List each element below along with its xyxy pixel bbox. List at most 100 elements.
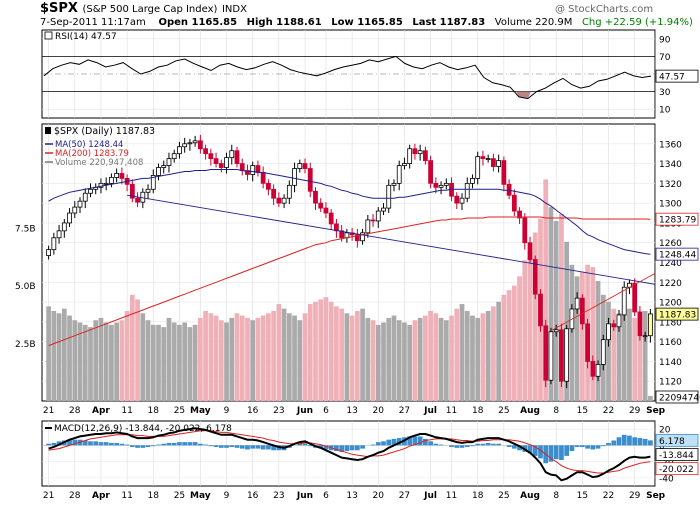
- volume-bar: [135, 299, 140, 401]
- candle-body: [98, 182, 104, 188]
- volume-tick-label: 7.5B: [15, 224, 36, 234]
- macd-histogram-bar: [302, 443, 308, 446]
- volume-bar: [627, 308, 632, 401]
- macd-x-tick-label: 28: [69, 491, 81, 501]
- price-x-tick-label: 9: [224, 406, 230, 416]
- volume-bar: [459, 304, 465, 401]
- macd-histogram-bar: [349, 445, 355, 451]
- macd-histogram-bar: [255, 445, 261, 449]
- price-x-tick-label: Jun: [296, 406, 313, 416]
- volume-bar: [428, 310, 433, 401]
- macd-x-tick-label: 29: [629, 491, 641, 501]
- price-legend-item: MA(50) 1248.44: [55, 140, 123, 150]
- rsi-current-tag-box: [655, 69, 699, 83]
- rsi-tick-label: 10: [659, 106, 671, 116]
- candle-body: [156, 167, 161, 176]
- price-x-tick-label: 6: [323, 406, 329, 416]
- macd-histogram-bar: [203, 444, 208, 446]
- macd-histogram-bar: [590, 445, 596, 450]
- macd-histogram-bar: [459, 445, 465, 448]
- candle-body: [491, 158, 496, 167]
- volume-bar: [606, 301, 611, 401]
- macd-histogram-bar: [129, 445, 135, 447]
- volume-bar: [532, 232, 538, 401]
- candle-body: [381, 207, 386, 212]
- quote-low: Low 1165.85: [331, 17, 403, 28]
- macd-histogram-bar: [375, 442, 381, 446]
- macd-x-tick-label: 20: [373, 491, 385, 501]
- quote-line: 7-Sep-2011 11:17am Open 1165.85 High 118…: [40, 17, 693, 28]
- candle-body: [428, 160, 433, 184]
- price-x-tick-label: 8: [553, 406, 559, 416]
- price-x-tick-label: 23: [273, 406, 284, 416]
- candle-body: [229, 150, 235, 159]
- macd-histogram-bar: [595, 445, 601, 449]
- volume-bar: [407, 324, 413, 401]
- macd-histogram-bar: [93, 441, 99, 446]
- volume-bar: [595, 280, 601, 401]
- volume-bar: [171, 322, 177, 401]
- macd-histogram-bar: [386, 439, 392, 446]
- candle-body: [177, 146, 182, 155]
- candle-body: [150, 175, 156, 190]
- macd-histogram-bar: [150, 445, 156, 447]
- candle-body: [443, 182, 449, 186]
- volume-bar: [281, 308, 287, 401]
- macd-histogram-bar: [46, 443, 51, 446]
- macd-x-tick-label: 6: [323, 491, 329, 501]
- macd-histogram-bar: [218, 445, 224, 448]
- macd-tick-label: -40: [659, 474, 674, 484]
- ma200-tag: 1283.79: [659, 216, 696, 226]
- macd-histogram-bar: [574, 445, 580, 447]
- price-tick-label: 1300: [659, 200, 682, 210]
- candle-body: [281, 197, 287, 204]
- volume-bar: [72, 320, 78, 401]
- volume-bar: [250, 320, 256, 401]
- candle-body: [51, 237, 57, 251]
- candle-body: [559, 329, 564, 382]
- price-legend-candle: [45, 127, 51, 134]
- volume-bar: [61, 308, 67, 401]
- quote-high: High 1188.61: [246, 17, 322, 28]
- macd-histogram-bar: [417, 436, 423, 446]
- candle-body: [271, 188, 277, 199]
- volume-bar: [271, 310, 276, 401]
- macd-histogram-bar: [145, 445, 151, 447]
- macd-histogram-bar: [213, 445, 219, 447]
- ma50-line: [48, 169, 651, 255]
- macd-x-tick-label: 16: [247, 491, 259, 501]
- candle-body: [182, 143, 188, 148]
- macd-histogram-bar: [307, 445, 313, 447]
- candle-body: [407, 148, 413, 164]
- volume-bar: [67, 315, 72, 401]
- candle-body: [46, 249, 52, 256]
- candle-body: [67, 212, 72, 224]
- macd-histogram-bar: [423, 438, 428, 446]
- price-x-tick-label: 11: [121, 406, 132, 416]
- macd-x-tick-label: 8: [553, 491, 559, 501]
- quote-volume: Volume 220.9M: [494, 17, 573, 28]
- price-x-tick-label: 13: [346, 406, 357, 416]
- volume-bar: [150, 324, 156, 401]
- macd-histogram-bar: [569, 445, 575, 452]
- macd-x-tick-label: Apr: [92, 491, 110, 501]
- volume-bar: [621, 306, 627, 401]
- candle-body: [517, 210, 522, 219]
- macd-hist-tag-box: [655, 433, 699, 447]
- volume-current-tag: 220947408: [659, 394, 700, 404]
- macd-histogram-bar: [334, 445, 339, 452]
- macd-x-tick-label: 11: [121, 491, 132, 501]
- volume-bar: [349, 315, 355, 401]
- volume-bar: [307, 304, 313, 401]
- macd-histogram-bar: [616, 437, 622, 446]
- price-x-tick-label: Jul: [423, 406, 437, 416]
- candle-body: [82, 192, 88, 202]
- candle-body: [260, 172, 266, 184]
- candle-body: [224, 157, 229, 168]
- candle-body: [302, 163, 308, 169]
- candle-body: [454, 195, 460, 204]
- macd-histogram-bar: [229, 445, 235, 447]
- macd-histogram-bar: [166, 442, 172, 446]
- candle-body: [192, 140, 198, 144]
